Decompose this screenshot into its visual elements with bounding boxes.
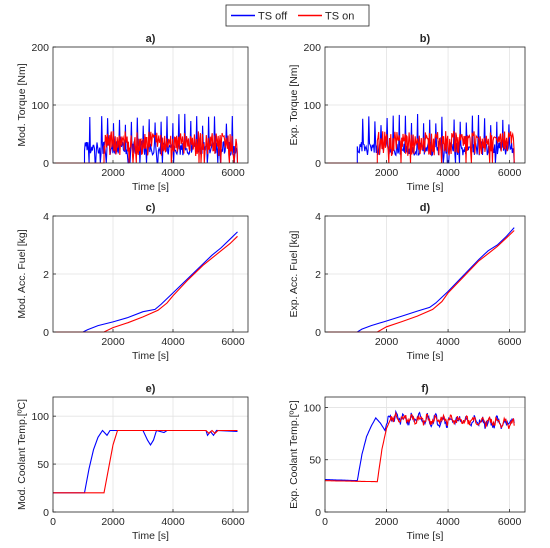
x-tick-label: 4000 <box>436 336 460 348</box>
series-line-ts-off <box>53 231 238 333</box>
y-tick-label: 100 <box>303 402 321 414</box>
x-tick-label: 2000 <box>101 336 125 348</box>
y-axis-label: Mod. Coolant Temp.[ºC] <box>16 399 28 510</box>
y-tick-label: 0 <box>43 327 49 339</box>
x-tick-label: 2000 <box>101 516 125 528</box>
series-line-ts-on <box>53 235 238 333</box>
x-tick-label: 2000 <box>375 167 399 179</box>
y-tick-label: 4 <box>315 211 321 223</box>
y-tick-label: 4 <box>43 211 49 223</box>
y-tick-label: 0 <box>43 507 49 519</box>
x-tick-label: 0 <box>322 516 328 528</box>
legend-box <box>225 4 370 27</box>
x-tick-label: 2000 <box>101 167 125 179</box>
y-axis-label: Mod. Acc. Fuel [kg] <box>16 229 28 318</box>
x-axis-label: Time [s] <box>407 530 444 542</box>
series-line-ts-on <box>324 411 515 483</box>
legend-label-ts-off: TS off <box>258 11 288 23</box>
panel-title: f) <box>421 383 429 395</box>
y-tick-label: 50 <box>309 455 321 467</box>
x-axis-label: Time [s] <box>407 350 444 362</box>
panel-title: d) <box>420 202 431 214</box>
x-tick-label: 6000 <box>221 167 245 179</box>
chart-panel-c: 2000 4000 6000 0 2 4 c) Time [s] Mod. Acc. Fuel … <box>16 202 249 362</box>
x-tick-label: 4000 <box>161 336 185 348</box>
y-axis-label: Mod. Torque [Nm] <box>16 63 28 146</box>
chart-panel-b: 2000 4000 6000 0 100 200 b) Time [s] Exp. Torque… <box>288 33 526 193</box>
axes-box <box>324 396 526 513</box>
plot-area <box>53 397 248 512</box>
y-tick-label: 2 <box>315 269 321 281</box>
y-axis-label: Exp. Coolant Temp.[ºC] <box>288 400 300 509</box>
y-tick-label: 100 <box>303 100 321 112</box>
series-line-ts-off <box>53 113 239 164</box>
series-line-ts-on <box>325 230 515 333</box>
y-axis-label: Exp. Torque [Nm] <box>288 64 300 145</box>
x-tick-label: 6000 <box>221 336 245 348</box>
y-tick-label: 200 <box>31 42 49 54</box>
x-tick-label: 2000 <box>375 336 399 348</box>
chart-panel-a: 2000 4000 6000 0 100 200 a) Time [s] Mod. Torque… <box>16 33 249 193</box>
series-line-ts-off <box>325 409 515 482</box>
series-line-ts-on <box>53 429 238 494</box>
series-line-ts-off <box>325 227 515 333</box>
x-tick-label: 4000 <box>161 167 185 179</box>
x-tick-label: 6000 <box>221 516 245 528</box>
chart-panel-e: 0 2000 4000 6000 0 50 100 e) Time [s] Mod. Coolan… <box>16 383 249 542</box>
y-tick-label: 100 <box>31 411 49 423</box>
y-tick-label: 200 <box>303 42 321 54</box>
panel-title: c) <box>146 202 156 214</box>
x-tick-label: 0 <box>50 516 56 528</box>
y-tick-label: 0 <box>315 327 321 339</box>
y-tick-label: 0 <box>315 158 321 170</box>
axes-box <box>52 396 249 513</box>
legend: TS off TS on <box>225 4 370 27</box>
panel-title: e) <box>146 383 156 395</box>
x-axis-label: Time [s] <box>132 350 169 362</box>
x-tick-label: 4000 <box>436 516 460 528</box>
panel-title: b) <box>420 33 431 45</box>
y-tick-label: 100 <box>31 100 49 112</box>
series-line-ts-on <box>325 131 515 164</box>
x-tick-label: 4000 <box>161 516 185 528</box>
x-axis-label: Time [s] <box>407 181 444 193</box>
x-axis-label: Time [s] <box>132 181 169 193</box>
y-axis-label: Exp. Acc. Fuel [kg] <box>288 230 300 317</box>
y-tick-label: 0 <box>43 158 49 170</box>
x-tick-label: 4000 <box>436 167 460 179</box>
x-tick-label: 6000 <box>498 516 522 528</box>
x-tick-label: 6000 <box>498 336 522 348</box>
y-tick-label: 50 <box>37 459 49 471</box>
x-tick-label: 6000 <box>498 167 522 179</box>
legend-label-ts-on: TS on <box>325 11 354 23</box>
chart-panel-f: 0 2000 4000 6000 0 50 100 f) Time [s] Exp. Coolan… <box>288 383 526 542</box>
plot-area <box>325 397 525 512</box>
x-axis-label: Time [s] <box>132 530 169 542</box>
y-tick-label: 2 <box>43 269 49 281</box>
y-tick-label: 0 <box>315 507 321 519</box>
chart-panel-d: 2000 4000 6000 0 2 4 d) Time [s] Exp. Acc. Fuel … <box>288 202 526 362</box>
series-line-ts-on <box>53 131 239 164</box>
x-tick-label: 2000 <box>375 516 399 528</box>
panel-title: a) <box>146 33 156 45</box>
